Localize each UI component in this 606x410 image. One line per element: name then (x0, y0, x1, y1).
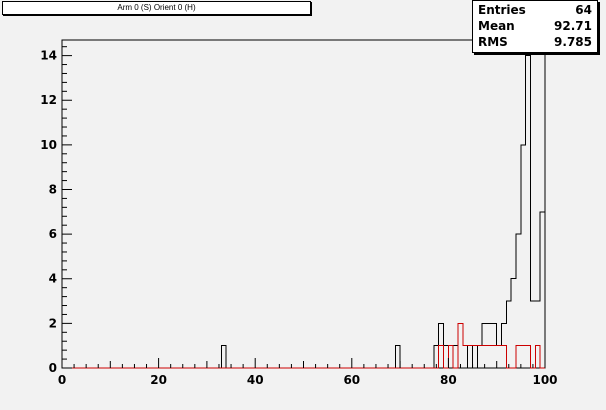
plot-frame (61, 39, 546, 369)
histogram-series-1 (62, 55, 546, 369)
series-layer (62, 55, 546, 369)
stats-value: 64 (575, 3, 592, 17)
plot-frame-rect (61, 39, 546, 369)
stats-row-mean: Mean 92.71 (478, 18, 592, 34)
stats-box: Entries 64 Mean 92.71 RMS 9.785 (472, 0, 598, 53)
y-tick-label: 8 (49, 182, 57, 196)
chart-title: Arm 0 (S) Orient 0 (H) (2, 1, 311, 15)
stats-value: 92.71 (554, 19, 592, 33)
y-tick-label: 14 (40, 49, 57, 63)
stats-row-entries: Entries 64 (478, 2, 592, 18)
y-tick-label: 10 (40, 138, 57, 152)
x-tick-label: 40 (247, 373, 264, 387)
x-tick-label: 0 (58, 373, 66, 387)
x-tick-label: 80 (440, 373, 457, 387)
stats-label: Entries (478, 3, 526, 17)
stats-value: 9.785 (554, 35, 592, 49)
x-tick-label: 60 (343, 373, 360, 387)
histogram-series-2 (62, 322, 545, 369)
y-tick-label: 6 (49, 227, 57, 241)
x-tick-label: 20 (150, 373, 167, 387)
stats-label: Mean (478, 19, 515, 33)
stats-row-rms: RMS 9.785 (478, 34, 592, 50)
y-tick-label: 0 (49, 361, 57, 375)
y-tick-label: 12 (40, 93, 57, 107)
axes: 0 20 40 60 80 100 0 2 4 6 8 10 12 14 (40, 46, 558, 387)
x-tick-label: 100 (532, 373, 557, 387)
stats-label: RMS (478, 35, 508, 49)
y-tick-label: 2 (49, 316, 57, 330)
y-tick-label: 4 (49, 272, 57, 286)
